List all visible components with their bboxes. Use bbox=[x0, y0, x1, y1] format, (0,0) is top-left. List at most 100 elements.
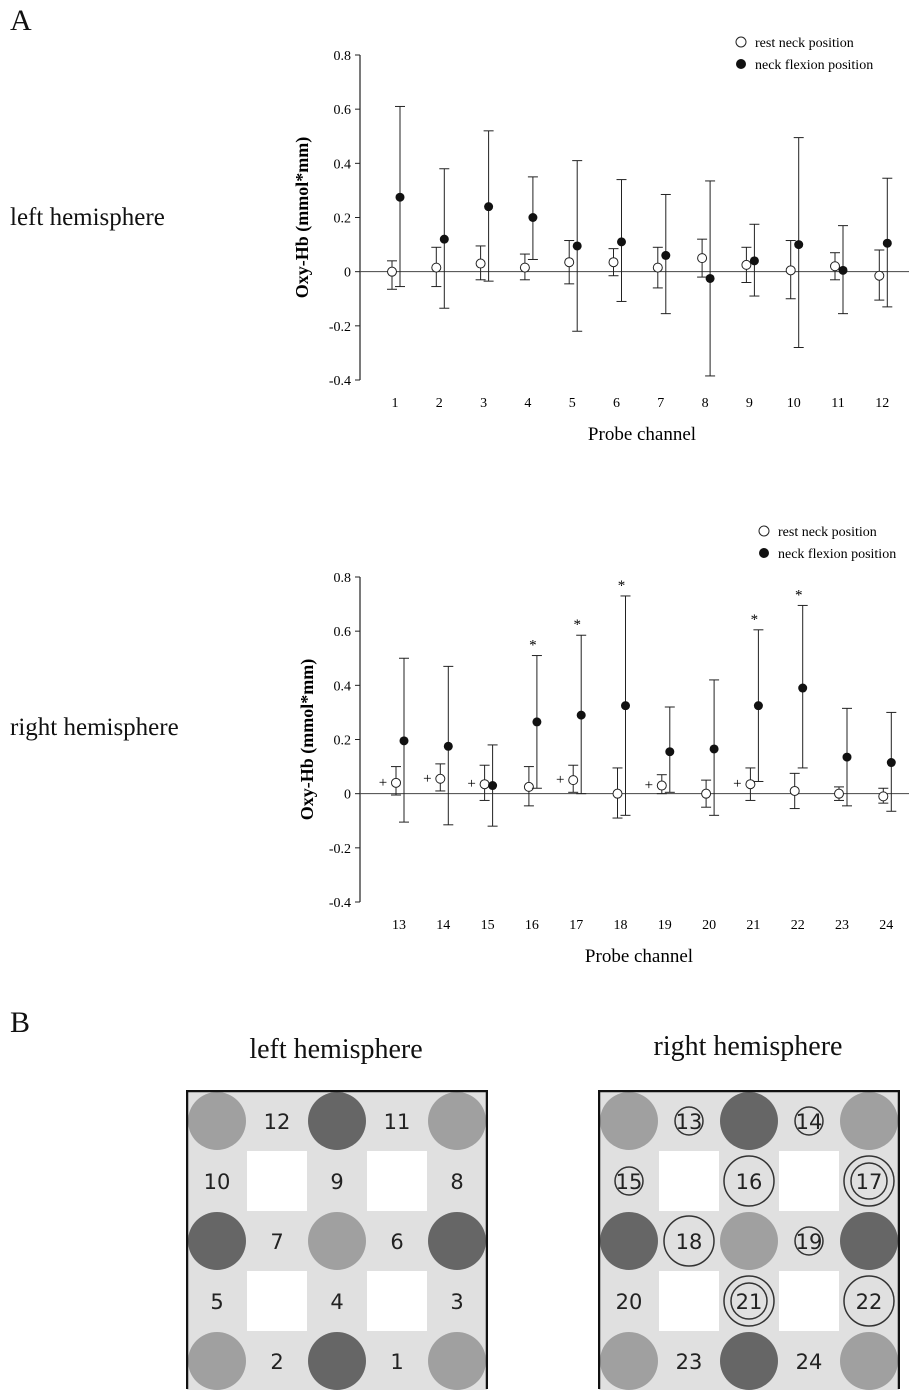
flexion-point bbox=[439, 234, 449, 244]
channel-label: 15 bbox=[616, 1170, 643, 1194]
grid-cell bbox=[367, 1091, 427, 1151]
flexion-point bbox=[488, 781, 498, 791]
grid-cell bbox=[427, 1151, 487, 1211]
annotation-star: * bbox=[751, 612, 759, 628]
right-hemisphere-chart: 0.8 0.6 0.4 0.2 0 -0.2 -0.4 Oxy-Hb (mmol*mm) 13 1… bbox=[297, 525, 909, 967]
x-tick-label: 8 bbox=[702, 396, 709, 411]
flexion-point bbox=[882, 238, 892, 248]
channel-ring bbox=[843, 1275, 895, 1327]
channel-ring bbox=[794, 1226, 824, 1256]
rest-point bbox=[519, 262, 530, 273]
grid-frame bbox=[186, 1090, 488, 1389]
flexion-point bbox=[621, 701, 630, 711]
annotation-star: * bbox=[618, 578, 626, 594]
annotation-plus: + bbox=[423, 771, 431, 787]
flexion-point bbox=[576, 710, 586, 720]
y-tick-label: -0.4 bbox=[329, 374, 351, 389]
grid-cell bbox=[307, 1151, 367, 1211]
x-tick-label: 16 bbox=[525, 918, 539, 933]
rest-point bbox=[523, 781, 534, 792]
flexion-point bbox=[886, 758, 896, 768]
annotation-star: * bbox=[573, 617, 581, 633]
right-probe-grid: 13 14 15 16 17 18 19 20 21 22 23 24 bbox=[598, 1090, 900, 1390]
channel-ring-outer bbox=[723, 1275, 775, 1327]
x-tick-label: 7 bbox=[657, 396, 664, 411]
channel-label: 17 bbox=[856, 1170, 883, 1194]
channel-label: 6 bbox=[390, 1230, 403, 1254]
x-tick-label: 3 bbox=[480, 396, 487, 411]
flexion-point bbox=[705, 273, 715, 283]
grid-cell bbox=[599, 1151, 659, 1211]
x-tick-label: 10 bbox=[787, 396, 801, 411]
grid-cell bbox=[367, 1331, 427, 1390]
flexion-point bbox=[838, 265, 848, 275]
x-tick-label: 17 bbox=[569, 918, 583, 933]
grid-cell bbox=[659, 1091, 719, 1151]
legend-label: rest neck position bbox=[755, 36, 854, 51]
y-tick-label: 0 bbox=[344, 266, 351, 281]
grid-cell bbox=[839, 1151, 899, 1211]
rest-point bbox=[697, 253, 708, 264]
chart2-side-label: right hemisphere bbox=[10, 714, 179, 741]
flexion-point bbox=[572, 241, 582, 251]
flexion-point bbox=[665, 747, 675, 757]
y-tick-label: -0.2 bbox=[329, 320, 351, 335]
detector-optode bbox=[428, 1212, 486, 1270]
x-tick-label: 4 bbox=[524, 396, 531, 411]
flexion-point bbox=[443, 741, 453, 751]
flexion-point bbox=[794, 240, 804, 250]
flexion-point bbox=[753, 701, 763, 711]
grid-cell bbox=[839, 1271, 899, 1331]
grid-cell bbox=[779, 1211, 839, 1271]
emitter-optode bbox=[840, 1092, 898, 1150]
rest-point bbox=[701, 788, 712, 799]
channel-label: 8 bbox=[450, 1170, 463, 1194]
annotation-plus: + bbox=[556, 772, 564, 788]
grid-cell bbox=[247, 1331, 307, 1390]
grid-cell bbox=[187, 1271, 247, 1331]
channel-ring-outer bbox=[843, 1155, 895, 1207]
channel-label: 16 bbox=[736, 1170, 763, 1194]
rest-point bbox=[745, 779, 756, 790]
rest-point bbox=[387, 266, 397, 277]
grid-cell bbox=[659, 1211, 719, 1271]
grid-cell bbox=[779, 1091, 839, 1151]
emitter-optode bbox=[840, 1332, 898, 1390]
y-tick-label: 0.8 bbox=[334, 49, 352, 64]
annotation-plus: + bbox=[467, 776, 475, 792]
y-tick-label: -0.4 bbox=[329, 896, 351, 911]
x-tick-label: 5 bbox=[569, 396, 576, 411]
rest-point bbox=[475, 258, 486, 269]
left-probe-grid: 12 11 10 9 8 7 6 5 4 3 2 1 bbox=[186, 1090, 488, 1390]
x-tick-label: 12 bbox=[875, 396, 889, 411]
detector-optode bbox=[188, 1212, 246, 1270]
x-tick-label: 9 bbox=[746, 396, 753, 411]
x-tick-label: 13 bbox=[392, 918, 406, 933]
channel-label: 24 bbox=[796, 1350, 823, 1374]
flexion-point bbox=[749, 256, 759, 266]
channel-label: 5 bbox=[210, 1290, 223, 1314]
flexion-point bbox=[528, 213, 538, 222]
flexion-point bbox=[617, 237, 626, 247]
rest-point bbox=[612, 788, 623, 799]
y-tick-label: -0.2 bbox=[329, 842, 351, 857]
channel-ring-inner bbox=[850, 1162, 888, 1200]
channel-label: 14 bbox=[796, 1110, 823, 1134]
panel-a-label: A bbox=[10, 4, 32, 37]
channel-label: 23 bbox=[676, 1350, 703, 1374]
annotation-plus: + bbox=[379, 775, 387, 791]
y-tick-label: 0.4 bbox=[334, 157, 352, 172]
channel-label: 18 bbox=[676, 1230, 703, 1254]
emitter-optode bbox=[600, 1332, 658, 1390]
channel-label: 10 bbox=[204, 1170, 231, 1194]
channel-label: 1 bbox=[390, 1350, 403, 1374]
detector-optode bbox=[600, 1212, 658, 1270]
grid-frame bbox=[598, 1090, 900, 1389]
detector-optode bbox=[840, 1212, 898, 1270]
grid-cell bbox=[247, 1091, 307, 1151]
channel-label: 21 bbox=[736, 1290, 763, 1314]
grid-cell bbox=[187, 1151, 247, 1211]
y-tick-label: 0.6 bbox=[334, 625, 352, 640]
x-tick-label: 2 bbox=[436, 396, 443, 411]
grid-cell bbox=[659, 1331, 719, 1390]
